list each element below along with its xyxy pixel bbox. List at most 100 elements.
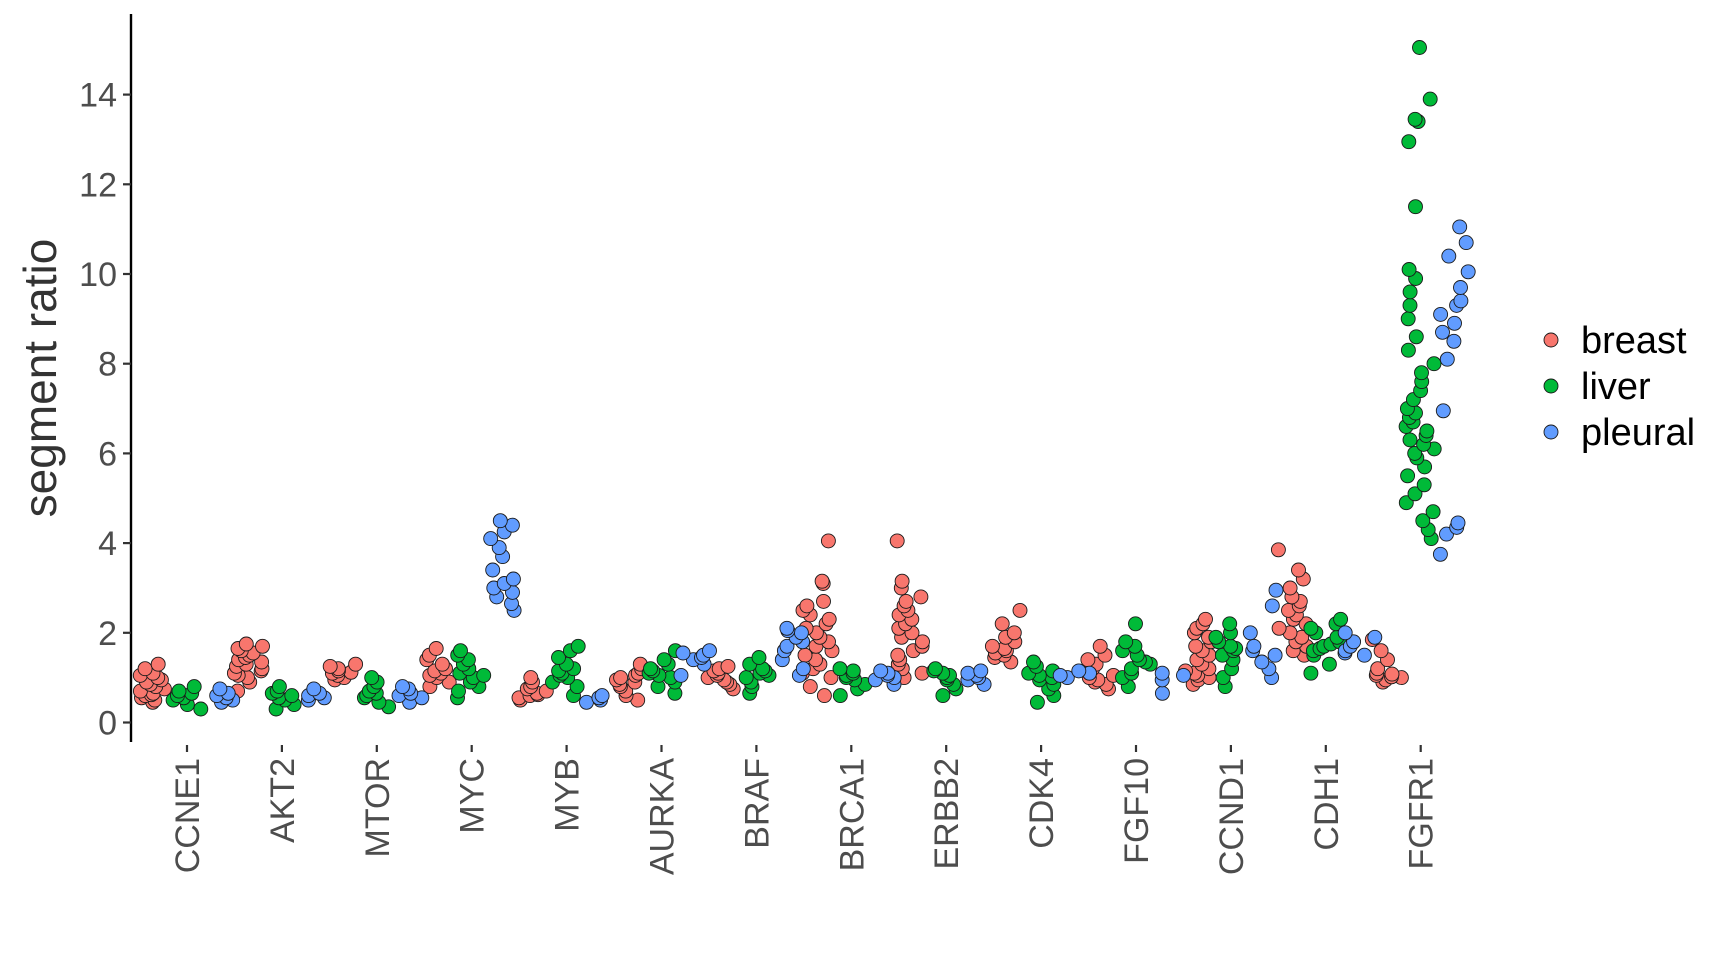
y-tick-label: 12	[79, 166, 117, 204]
data-point-pleural	[485, 562, 501, 578]
data-point-liver	[832, 661, 848, 677]
data-point-breast	[802, 679, 818, 695]
data-point-liver	[1333, 611, 1349, 627]
data-point-breast	[814, 573, 830, 589]
data-point-breast	[434, 656, 450, 672]
data-point-liver	[1408, 199, 1423, 215]
data-point-pleural	[673, 667, 689, 683]
data-point-pleural	[579, 694, 594, 710]
data-point-pleural	[793, 625, 809, 641]
data-point-pleural	[1242, 625, 1258, 641]
data-point-pleural	[395, 679, 410, 695]
data-point-pleural	[1458, 235, 1474, 251]
data-point-liver	[1401, 262, 1417, 277]
data-point-liver	[1128, 616, 1143, 632]
data-point-breast	[348, 656, 364, 672]
data-point-pleural	[1453, 293, 1469, 309]
data-point-pleural	[492, 513, 508, 529]
y-tick-label: 2	[98, 615, 117, 653]
data-point-liver	[1400, 311, 1416, 327]
data-point-liver	[1407, 445, 1423, 461]
data-point-breast	[820, 533, 836, 549]
data-point-liver	[845, 663, 861, 679]
data-point-pleural	[483, 531, 499, 547]
x-tick-label: FGF10	[1118, 758, 1156, 864]
data-point-breast	[137, 661, 153, 677]
x-axis-ticks: CCNE1 AKT2 MTOR MYC MYB AURKA BRAF BRCA1 ERBB2 CD…	[169, 745, 1441, 875]
data-point-breast	[890, 647, 906, 663]
x-tick-label: MTOR	[359, 758, 397, 857]
data-point-liver	[453, 643, 468, 659]
y-axis-title: segment ratio	[14, 239, 66, 518]
data-point-pleural	[1154, 665, 1170, 681]
data-point-pleural	[212, 681, 228, 697]
data-point-liver	[570, 638, 586, 654]
x-tick-label: CCND1	[1213, 758, 1251, 875]
data-point-pleural	[1460, 264, 1476, 280]
data-point-pleural	[675, 645, 691, 661]
y-tick-label: 6	[98, 435, 117, 473]
y-tick-label: 14	[79, 77, 117, 115]
data-point-pleural	[594, 688, 610, 704]
data-point-pleural	[1446, 333, 1462, 349]
data-point-liver	[1414, 365, 1429, 381]
data-point-liver	[451, 683, 466, 699]
data-point-breast	[1080, 652, 1096, 668]
data-point-pleural	[1264, 598, 1280, 614]
data-point-breast	[816, 593, 831, 609]
data-point-liver	[1415, 513, 1431, 529]
data-point-breast	[1270, 542, 1286, 558]
data-point-liver	[1407, 111, 1423, 127]
data-point-pleural	[505, 571, 521, 587]
data-point-pleural	[1453, 280, 1468, 295]
data-point-liver	[1222, 616, 1238, 632]
data-point-breast	[1092, 638, 1108, 654]
data-point-liver	[1029, 694, 1045, 710]
data-point-liver	[171, 683, 187, 699]
data-point-pleural	[1268, 582, 1284, 598]
x-tick-label: BRAF	[738, 758, 776, 849]
data-point-liver	[476, 667, 492, 683]
data-point-pleural	[1452, 219, 1468, 235]
data-point-breast	[1271, 620, 1287, 636]
data-point-liver	[186, 679, 202, 695]
data-point-liver	[1321, 656, 1337, 672]
data-point-pleural	[1356, 647, 1372, 663]
data-point-liver	[569, 679, 585, 695]
data-point-pleural	[779, 638, 795, 654]
data-point-liver	[1303, 665, 1319, 681]
data-point-breast	[238, 636, 254, 652]
data-point-pleural	[306, 681, 322, 697]
data-point-pleural	[1254, 654, 1270, 670]
data-point-liver	[1412, 40, 1427, 55]
data-point-liver	[935, 688, 951, 704]
data-point-breast	[255, 638, 270, 654]
data-point-pleural	[973, 663, 989, 679]
x-tick-label: MYC	[454, 758, 492, 834]
data-point-breast	[913, 589, 929, 605]
data-point-breast	[613, 670, 629, 686]
legend-key-liver	[1543, 378, 1559, 394]
data-point-breast	[898, 593, 914, 609]
legend-label-breast: breast	[1581, 320, 1687, 362]
y-axis-ticks: 0 2 4 6 8 10 12 14	[79, 77, 131, 743]
data-point-breast	[823, 670, 839, 686]
data-point-liver	[364, 670, 380, 686]
data-point-pleural	[1439, 351, 1455, 367]
data-point-pleural	[960, 665, 976, 681]
data-point-liver	[1402, 432, 1418, 448]
data-point-liver	[1408, 329, 1424, 345]
points-layer	[132, 40, 1476, 717]
x-tick-label: CDK4	[1023, 758, 1061, 849]
data-point-breast	[984, 638, 1000, 654]
y-tick-label: 8	[98, 346, 117, 384]
data-point-breast	[1012, 602, 1028, 618]
x-tick-label: MYB	[549, 758, 587, 832]
data-point-liver	[1303, 620, 1319, 636]
data-point-liver	[1407, 486, 1423, 502]
data-point-pleural	[1450, 515, 1466, 531]
data-point-pleural	[1435, 324, 1450, 340]
data-point-breast	[889, 533, 905, 549]
